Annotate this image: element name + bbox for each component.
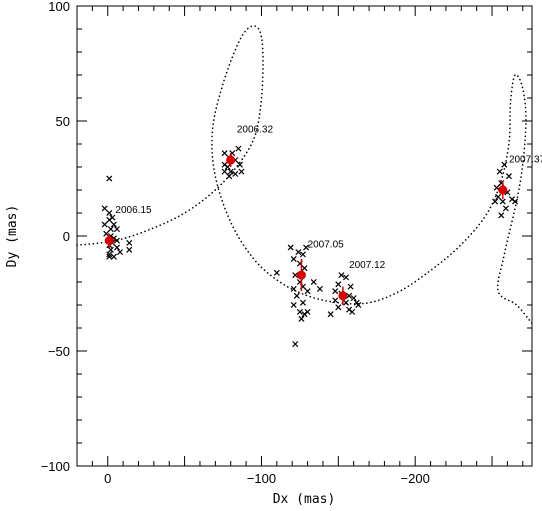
measurement-point bbox=[301, 265, 308, 272]
measurement-point bbox=[290, 285, 297, 292]
measurement-point bbox=[106, 216, 113, 223]
measurement-point bbox=[304, 288, 311, 295]
measurement-point bbox=[106, 253, 113, 260]
measurement-point bbox=[498, 212, 505, 219]
plot-frame bbox=[76, 5, 533, 467]
x-tick-label: −100 bbox=[247, 471, 276, 486]
measurement-point bbox=[304, 308, 311, 315]
measurement-point bbox=[335, 281, 342, 288]
epoch-label: 2007.05 bbox=[308, 240, 345, 251]
measurement-point bbox=[227, 168, 234, 175]
measurement-point bbox=[126, 239, 133, 246]
measurement-point bbox=[505, 173, 512, 180]
measurement-point bbox=[221, 150, 228, 157]
measurement-point bbox=[232, 170, 239, 177]
measurement-point bbox=[221, 168, 228, 175]
measurement-point bbox=[273, 269, 280, 276]
measurement-point bbox=[101, 205, 108, 212]
measurement-point bbox=[495, 193, 502, 200]
measurement-point bbox=[342, 299, 350, 306]
epoch-mean-point bbox=[338, 291, 348, 301]
measurement-point bbox=[238, 168, 245, 175]
measurement-point bbox=[113, 226, 120, 233]
measurement-point bbox=[335, 304, 342, 311]
measurement-points bbox=[101, 145, 519, 348]
measurement-point bbox=[316, 285, 323, 292]
epoch-label: 2006.15 bbox=[115, 205, 152, 216]
measurement-point bbox=[499, 198, 506, 205]
orbit-layer bbox=[76, 25, 533, 325]
x-axis-title: Dx (mas) bbox=[273, 492, 336, 507]
y-axis-title: Dy (mas) bbox=[5, 205, 20, 268]
measurement-point bbox=[338, 272, 345, 279]
measurement-point bbox=[349, 308, 356, 315]
measurement-point bbox=[226, 173, 233, 180]
measurement-point bbox=[110, 221, 117, 228]
measurement-point bbox=[342, 274, 350, 281]
measurement-point bbox=[295, 249, 302, 256]
measurement-point bbox=[303, 244, 310, 251]
measurement-point bbox=[299, 299, 306, 306]
y-tick-label: 0 bbox=[63, 229, 70, 244]
measurement-point bbox=[236, 161, 243, 168]
measurement-point bbox=[107, 246, 114, 253]
measurement-point bbox=[332, 288, 339, 295]
measurement-point bbox=[103, 230, 110, 237]
measurement-point bbox=[106, 175, 113, 182]
y-tick-label: 100 bbox=[48, 0, 70, 14]
measurement-point bbox=[235, 145, 242, 152]
y-tick-label: −100 bbox=[41, 459, 70, 474]
measurement-point bbox=[347, 283, 354, 290]
measurement-point bbox=[292, 341, 299, 348]
epoch-means bbox=[104, 153, 508, 305]
x-tick-label: −200 bbox=[401, 471, 430, 486]
measurement-point bbox=[512, 198, 519, 205]
measurement-point bbox=[346, 292, 353, 299]
epoch-mean-point bbox=[296, 270, 306, 280]
measurement-point bbox=[293, 292, 300, 299]
measurement-point bbox=[496, 168, 503, 175]
measurement-point bbox=[117, 249, 124, 256]
measurement-point bbox=[110, 253, 117, 260]
measurement-point bbox=[101, 221, 108, 228]
ticks-layer: 0 −100 −200 −100 −50 0 50 100 bbox=[41, 0, 532, 486]
measurement-point bbox=[290, 301, 297, 309]
epoch-label: 2007.37 bbox=[509, 154, 542, 165]
epoch-mean-point bbox=[104, 236, 114, 246]
measurement-point bbox=[106, 209, 113, 217]
measurement-point bbox=[224, 163, 231, 171]
orbit-curve bbox=[76, 25, 533, 325]
measurement-point bbox=[350, 295, 357, 302]
measurement-point bbox=[310, 278, 317, 286]
measurement-point bbox=[287, 244, 294, 251]
measurement-point bbox=[296, 308, 303, 315]
measurement-point bbox=[332, 297, 339, 304]
measurement-point bbox=[492, 198, 499, 205]
measurement-point bbox=[290, 255, 297, 263]
measurement-point bbox=[299, 251, 306, 258]
measurement-point bbox=[107, 226, 114, 233]
measurement-point bbox=[353, 299, 360, 306]
x-tick-label: 0 bbox=[104, 471, 111, 486]
measurement-point bbox=[113, 244, 120, 251]
measurement-point bbox=[106, 251, 113, 258]
measurement-point bbox=[126, 246, 133, 253]
measurement-point bbox=[501, 161, 508, 168]
measurement-point bbox=[327, 311, 334, 318]
epoch-labels: 2006.15 2006.32 2007.05 2007.12 2007.37 bbox=[115, 125, 542, 272]
measurement-point bbox=[298, 315, 305, 322]
y-tick-label: −50 bbox=[48, 344, 70, 359]
measurement-point bbox=[113, 237, 120, 244]
epoch-mean-point bbox=[498, 185, 508, 195]
epoch-mean-point bbox=[226, 155, 236, 165]
epoch-label: 2006.32 bbox=[237, 125, 274, 136]
y-tick-label: 50 bbox=[56, 114, 70, 129]
measurement-point bbox=[292, 272, 299, 279]
measurement-point bbox=[502, 205, 509, 212]
epoch-label: 2007.12 bbox=[349, 260, 386, 271]
